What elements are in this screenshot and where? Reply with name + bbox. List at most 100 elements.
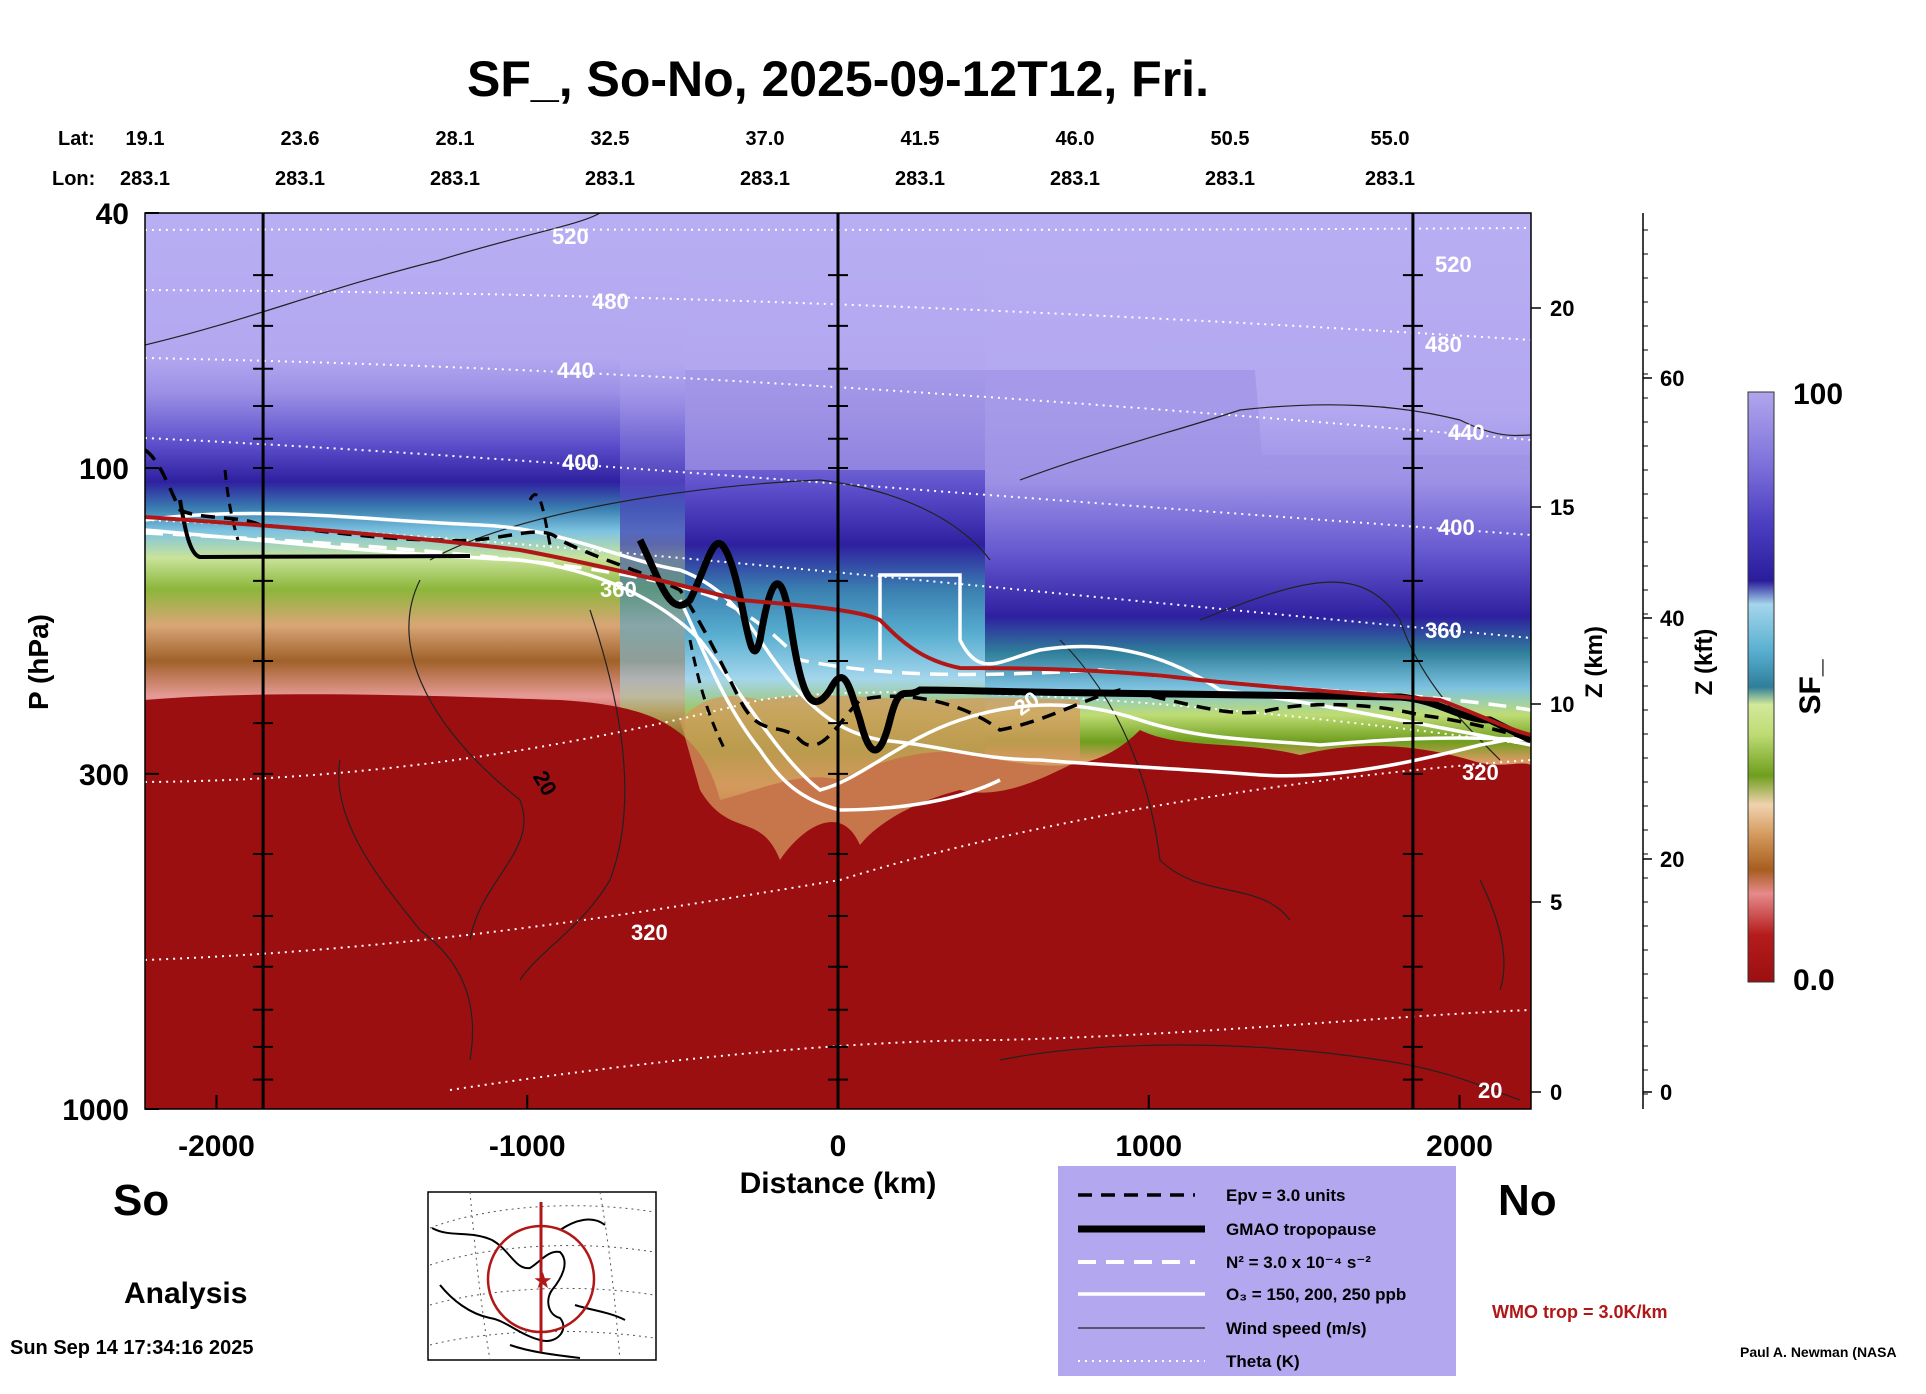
gmao-tropopause-left [178, 499, 471, 560]
legend-label-o3: O₃ = 150, 200, 250 ppb [1226, 1285, 1406, 1304]
vertical-lines [253, 213, 1423, 1109]
map-coastline [431, 1218, 626, 1359]
axes: -2000 -1000 0 1000 2000 40 100 300 1000 20 15 10 5 0 6… [62, 198, 1684, 1163]
wind-contour-10 [1479, 879, 1505, 991]
lat-value-5: 41.5 [901, 128, 940, 150]
lon-value-4: 283.1 [740, 168, 790, 190]
theta-labels: 520 480 440 400 360 320 520 480 440 400 … [552, 224, 1499, 945]
z-km-tick-label-1: 15 [1550, 495, 1574, 520]
colorbar-frame [1747, 391, 1775, 983]
lat-value-2: 28.1 [436, 128, 475, 150]
theta-label-360a: 360 [600, 577, 637, 602]
y-tick-label-1: 100 [79, 453, 129, 486]
wind-contour-6 [338, 759, 474, 1061]
legend-label-gmao: GMAO tropopause [1226, 1220, 1376, 1239]
lat-value-8: 55.0 [1371, 128, 1410, 150]
map-lon-2 [599, 1191, 621, 1361]
theta-320a [145, 691, 1531, 783]
z-kft-tick-label-0: 60 [1660, 366, 1684, 391]
strat-plateau [685, 370, 1531, 470]
theta-label-400b: 400 [1438, 515, 1475, 540]
wmo-tropopause [145, 515, 1531, 737]
gmao-tropopause [636, 538, 1531, 754]
x-tick-label-3: 1000 [1115, 1130, 1182, 1163]
credit: Paul A. Newman (NASA [1740, 1344, 1897, 1360]
wind-contour-7 [1059, 639, 1291, 921]
z-km-tick-label-3: 5 [1550, 890, 1562, 915]
lon-value-2: 283.1 [430, 168, 480, 190]
lat-value-1: 23.6 [281, 128, 320, 150]
lon-value-7: 283.1 [1205, 168, 1255, 190]
legend-label-wind: Wind speed (m/s) [1226, 1319, 1367, 1338]
z-km-tick-label-2: 10 [1550, 692, 1574, 717]
z-km-tick-label-4: 0 [1550, 1080, 1562, 1105]
lat-lon-ticks: 19.1 23.6 28.1 32.5 37.0 41.5 46.0 50.5 55.0 283.… [120, 128, 1415, 190]
colorbar-max: 100 [1793, 378, 1843, 411]
wind-contours [145, 213, 1531, 1101]
z-km-tick-label-0: 20 [1550, 296, 1574, 321]
wmo-label: WMO trop = 3.0K/km [1492, 1302, 1668, 1322]
lon-value-6: 283.1 [1050, 168, 1100, 190]
x-tick-label-4: 2000 [1426, 1130, 1493, 1163]
z-kft-tick-label-2: 20 [1660, 847, 1684, 872]
lon-value-1: 283.1 [275, 168, 325, 190]
plot-area [145, 213, 1531, 1109]
lon-label: Lon: [52, 168, 95, 190]
z-kft-label: Z (kft) [1691, 629, 1718, 696]
ozone-250 [878, 573, 1531, 747]
south-label: So [113, 1176, 169, 1225]
colorbar [1748, 392, 1774, 982]
x-tick-label-2: 0 [830, 1130, 847, 1163]
epv-spikes [223, 469, 727, 751]
z-kft-tick-label-1: 40 [1660, 606, 1684, 631]
map-center-star: ★ [533, 1268, 553, 1293]
x-tick-label-0: -2000 [178, 1130, 255, 1163]
ozone-250b [678, 599, 1001, 812]
map-lat-2 [429, 1245, 655, 1266]
theta-label-440b: 440 [1448, 420, 1485, 445]
z-kft-tick-label-3: 0 [1660, 1080, 1672, 1105]
wind-contour-1 [145, 213, 601, 346]
x-axis-label: Distance (km) [740, 1167, 937, 1200]
timestamp: Sun Sep 14 17:34:16 2025 [10, 1337, 253, 1359]
wind-contour-4 [408, 579, 525, 941]
analysis-label: Analysis [124, 1277, 247, 1310]
lat-label: Lat: [58, 128, 95, 150]
theta-contours [145, 227, 1531, 1091]
theta-label-520b: 520 [1435, 252, 1472, 277]
theta-label-360b: 360 [1425, 618, 1462, 643]
lon-value-0: 283.1 [120, 168, 170, 190]
legend-label-n2: N² = 3.0 x 10⁻⁴ s⁻² [1226, 1253, 1371, 1272]
y-axis-label: P (hPa) [23, 614, 54, 710]
y-tick-label-2: 300 [79, 759, 129, 792]
lon-value-3: 283.1 [585, 168, 635, 190]
lon-value-5: 283.1 [895, 168, 945, 190]
ozone-150 [145, 511, 1531, 778]
y-tick-label-0: 40 [96, 198, 129, 231]
colorbar-label: SF_ [1794, 659, 1827, 714]
wind-contour-9 [999, 1044, 1521, 1101]
legend-label-theta: Theta (K) [1226, 1352, 1300, 1371]
z-km-label: Z (km) [1581, 626, 1608, 698]
wind-contour-5 [519, 609, 626, 981]
theta-320b [145, 759, 1531, 961]
legend-label-epv: Epv = 3.0 units [1226, 1186, 1346, 1205]
x-tick-label-1: -1000 [489, 1130, 566, 1163]
lat-value-7: 50.5 [1211, 128, 1250, 150]
theta-label-320a: 320 [631, 920, 668, 945]
transition-band [680, 695, 1080, 860]
theta-label-440a: 440 [557, 358, 594, 383]
theta-400 [145, 437, 1531, 536]
lat-value-0: 19.1 [126, 128, 165, 150]
inset-map: ★ [427, 1191, 657, 1361]
wind-contour-2 [1019, 404, 1531, 481]
colorbar-min: 0.0 [1793, 964, 1835, 997]
north-label: No [1498, 1176, 1557, 1225]
lon-value-8: 283.1 [1365, 168, 1415, 190]
theta-label-320b: 320 [1462, 760, 1499, 785]
theta-label-400a: 400 [562, 450, 599, 475]
theta-480 [145, 289, 1531, 341]
wind-label-c: 20 [1478, 1078, 1502, 1103]
lat-value-3: 32.5 [591, 128, 630, 150]
